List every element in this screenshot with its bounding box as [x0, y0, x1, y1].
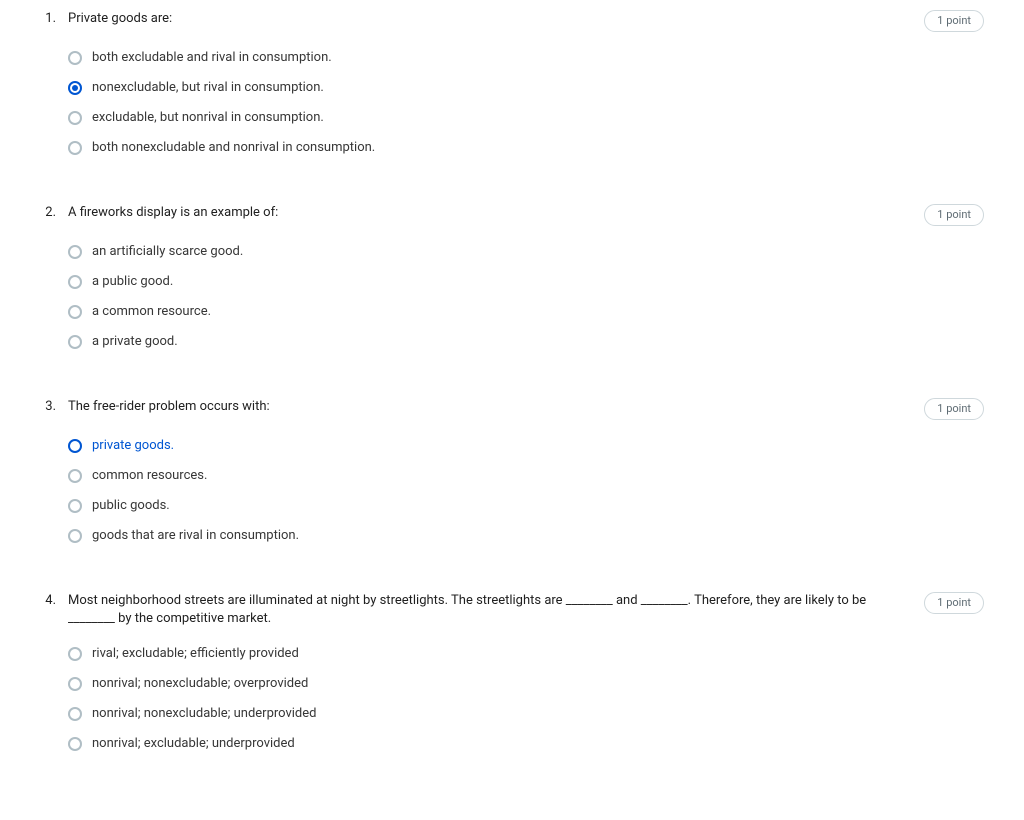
radio-icon[interactable]: [68, 439, 82, 453]
option-row[interactable]: nonrival; excludable; underprovided: [68, 736, 984, 752]
question-prompt: The free-rider problem occurs with:: [68, 398, 924, 416]
option-label: a private good.: [92, 334, 178, 350]
option-label: nonrival; excludable; underprovided: [92, 736, 295, 752]
question-prompt: A fireworks display is an example of:: [68, 204, 924, 222]
radio-icon[interactable]: [68, 529, 82, 543]
radio-icon[interactable]: [68, 647, 82, 661]
option-label: nonrival; nonexcludable; overprovided: [92, 676, 308, 692]
option-row[interactable]: rival; excludable; efficiently provided: [68, 646, 984, 662]
question-number: 3.: [40, 398, 68, 416]
question-prompt: Private goods are:: [68, 10, 924, 28]
option-row[interactable]: private goods.: [68, 438, 984, 454]
option-row[interactable]: goods that are rival in consumption.: [68, 528, 984, 544]
question-number: 1.: [40, 10, 68, 28]
radio-icon[interactable]: [68, 51, 82, 65]
radio-icon[interactable]: [68, 111, 82, 125]
question-body: Most neighborhood streets are illuminate…: [68, 592, 984, 752]
option-label: both excludable and rival in consumption…: [92, 50, 332, 66]
option-label: a public good.: [92, 274, 173, 290]
option-row[interactable]: nonrival; nonexcludable; underprovided: [68, 706, 984, 722]
question-block: 1.Private goods are:1 point both excludab…: [40, 10, 984, 156]
option-label: an artificially scarce good.: [92, 244, 243, 260]
options-list: rival; excludable; efficiently provided n…: [68, 646, 984, 752]
question-number: 4.: [40, 592, 68, 610]
option-label: goods that are rival in consumption.: [92, 528, 299, 544]
question-number: 2.: [40, 204, 68, 222]
option-row[interactable]: nonexcludable, but rival in consumption.: [68, 80, 984, 96]
radio-icon[interactable]: [68, 499, 82, 513]
radio-icon[interactable]: [68, 305, 82, 319]
option-label: both nonexcludable and nonrival in consu…: [92, 140, 375, 156]
points-badge: 1 point: [924, 10, 984, 32]
radio-icon[interactable]: [68, 707, 82, 721]
question-header: The free-rider problem occurs with:1 poi…: [68, 398, 984, 420]
question-body: The free-rider problem occurs with:1 poi…: [68, 398, 984, 544]
option-label: common resources.: [92, 468, 207, 484]
option-label: rival; excludable; efficiently provided: [92, 646, 299, 662]
option-label: excludable, but nonrival in consumption.: [92, 110, 324, 126]
option-label: a common resource.: [92, 304, 211, 320]
question-prompt: Most neighborhood streets are illuminate…: [68, 592, 924, 628]
option-row[interactable]: both excludable and rival in consumption…: [68, 50, 984, 66]
option-row[interactable]: a common resource.: [68, 304, 984, 320]
question-header: A fireworks display is an example of:1 p…: [68, 204, 984, 226]
option-row[interactable]: a private good.: [68, 334, 984, 350]
question-block: 3.The free-rider problem occurs with:1 p…: [40, 398, 984, 544]
radio-icon[interactable]: [68, 737, 82, 751]
option-label: public goods.: [92, 498, 170, 514]
radio-icon[interactable]: [68, 469, 82, 483]
option-row[interactable]: common resources.: [68, 468, 984, 484]
option-label: nonrival; nonexcludable; underprovided: [92, 706, 317, 722]
option-row[interactable]: a public good.: [68, 274, 984, 290]
options-list: private goods. common resources. public go…: [68, 438, 984, 544]
radio-icon[interactable]: [68, 335, 82, 349]
quiz-container: 1.Private goods are:1 pointboth excludab…: [40, 10, 984, 752]
question-body: Private goods are:1 point both excludable…: [68, 10, 984, 156]
options-list: an artificially scarce good. a public goo…: [68, 244, 984, 350]
option-row[interactable]: excludable, but nonrival in consumption.: [68, 110, 984, 126]
option-label: private goods.: [92, 438, 174, 454]
radio-icon[interactable]: [68, 245, 82, 259]
points-badge: 1 point: [924, 398, 984, 420]
question-block: 2.A fireworks display is an example of:1…: [40, 204, 984, 350]
radio-icon[interactable]: [68, 677, 82, 691]
radio-icon[interactable]: [68, 81, 82, 95]
option-row[interactable]: public goods.: [68, 498, 984, 514]
radio-icon[interactable]: [68, 275, 82, 289]
option-label: nonexcludable, but rival in consumption.: [92, 80, 324, 96]
option-row[interactable]: both nonexcludable and nonrival in consu…: [68, 140, 984, 156]
points-badge: 1 point: [924, 204, 984, 226]
question-block: 4.Most neighborhood streets are illumina…: [40, 592, 984, 752]
points-badge: 1 point: [924, 592, 984, 614]
option-row[interactable]: nonrival; nonexcludable; overprovided: [68, 676, 984, 692]
options-list: both excludable and rival in consumption…: [68, 50, 984, 156]
question-header: Most neighborhood streets are illuminate…: [68, 592, 984, 628]
radio-icon[interactable]: [68, 141, 82, 155]
option-row[interactable]: an artificially scarce good.: [68, 244, 984, 260]
question-header: Private goods are:1 point: [68, 10, 984, 32]
question-body: A fireworks display is an example of:1 p…: [68, 204, 984, 350]
